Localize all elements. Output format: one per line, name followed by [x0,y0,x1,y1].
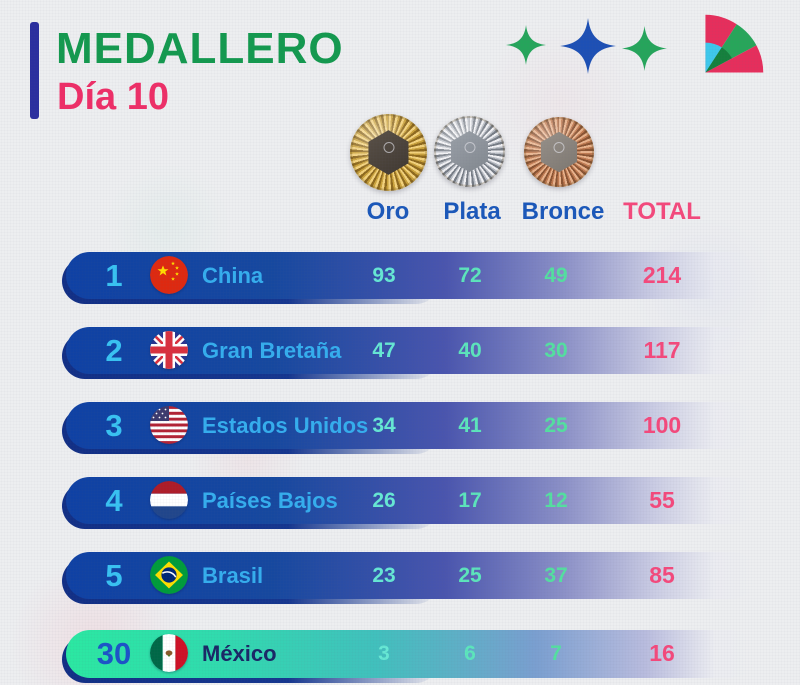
table-row-highlight: 30 México 3 6 7 16 [62,630,756,683]
china-flag-icon [150,256,188,294]
country-name: Gran Bretaña [202,338,342,363]
sparkle-icon [560,18,616,74]
silver-count: 17 [458,489,482,512]
bronze-count: 12 [544,489,568,512]
sparkle-icon [506,25,546,65]
great-britain-flag-icon [150,331,188,369]
bronze-count: 25 [544,414,568,437]
brazil-flag-icon [150,556,188,594]
silver-count: 6 [464,642,476,665]
title-accent-bar [30,22,39,119]
bronze-count: 7 [550,642,562,665]
gold-count: 26 [372,489,396,512]
column-header-total: TOTAL [623,198,701,225]
silver-count: 40 [458,339,482,362]
total-count: 100 [642,412,682,438]
silver-count: 25 [458,564,482,587]
country-name: China [202,263,264,288]
total-count: 85 [649,562,675,588]
rank-number: 3 [105,408,123,443]
mexico-flag-icon [150,634,188,672]
column-header-gold: Oro [366,198,410,225]
country-name: Brasil [202,563,264,588]
total-count: 55 [649,487,675,513]
column-header-bronze: Bronce [521,198,605,225]
country-name: México [202,641,277,666]
country-name: Estados Unidos [202,413,369,438]
rank-number: 2 [105,333,123,368]
column-header-silver: Plata [443,198,501,225]
rank-number: 5 [105,558,123,593]
total-count: 214 [642,262,682,288]
gold-count: 3 [378,642,390,665]
bronze-medal-icon [524,117,594,187]
silver-count: 41 [458,414,482,437]
total-count: 16 [649,640,675,666]
table-row: 1 China 93 72 49 214 [62,252,756,304]
netherlands-flag-icon [150,481,188,519]
bronze-count: 49 [544,264,568,287]
table-row: 3 Estados Unidos 34 41 25 100 [62,402,756,454]
table-row: 2 Gran Bretaña 47 40 30 117 [62,327,756,379]
united-states-flag-icon [150,406,188,444]
table-row: 4 Países Bajos 26 17 12 55 [62,477,756,529]
gold-count: 23 [372,564,396,587]
country-name: Países Bajos [202,488,338,513]
fan-quarter-logo-icon [705,14,764,73]
table-row: 5 Brasil 23 25 37 85 [62,552,756,604]
rank-number: 4 [105,483,123,518]
sparkle-icon [622,26,667,71]
silver-medal-icon [434,116,505,187]
medal-emblem [464,141,475,153]
bronze-count: 37 [544,564,568,587]
page-subtitle: Día 10 [57,76,169,118]
bronze-count: 30 [544,339,568,362]
page-title: MEDALLERO [56,24,344,73]
silver-count: 72 [458,264,482,287]
medal-emblem [553,142,565,154]
gold-count: 34 [372,414,396,437]
medal-emblem [383,141,394,153]
rank-number: 1 [105,258,123,293]
rank-number: 30 [96,636,132,671]
gold-count: 47 [372,339,396,362]
gold-medal-icon [350,114,427,191]
gold-count: 93 [372,264,396,287]
total-count: 117 [643,337,681,363]
